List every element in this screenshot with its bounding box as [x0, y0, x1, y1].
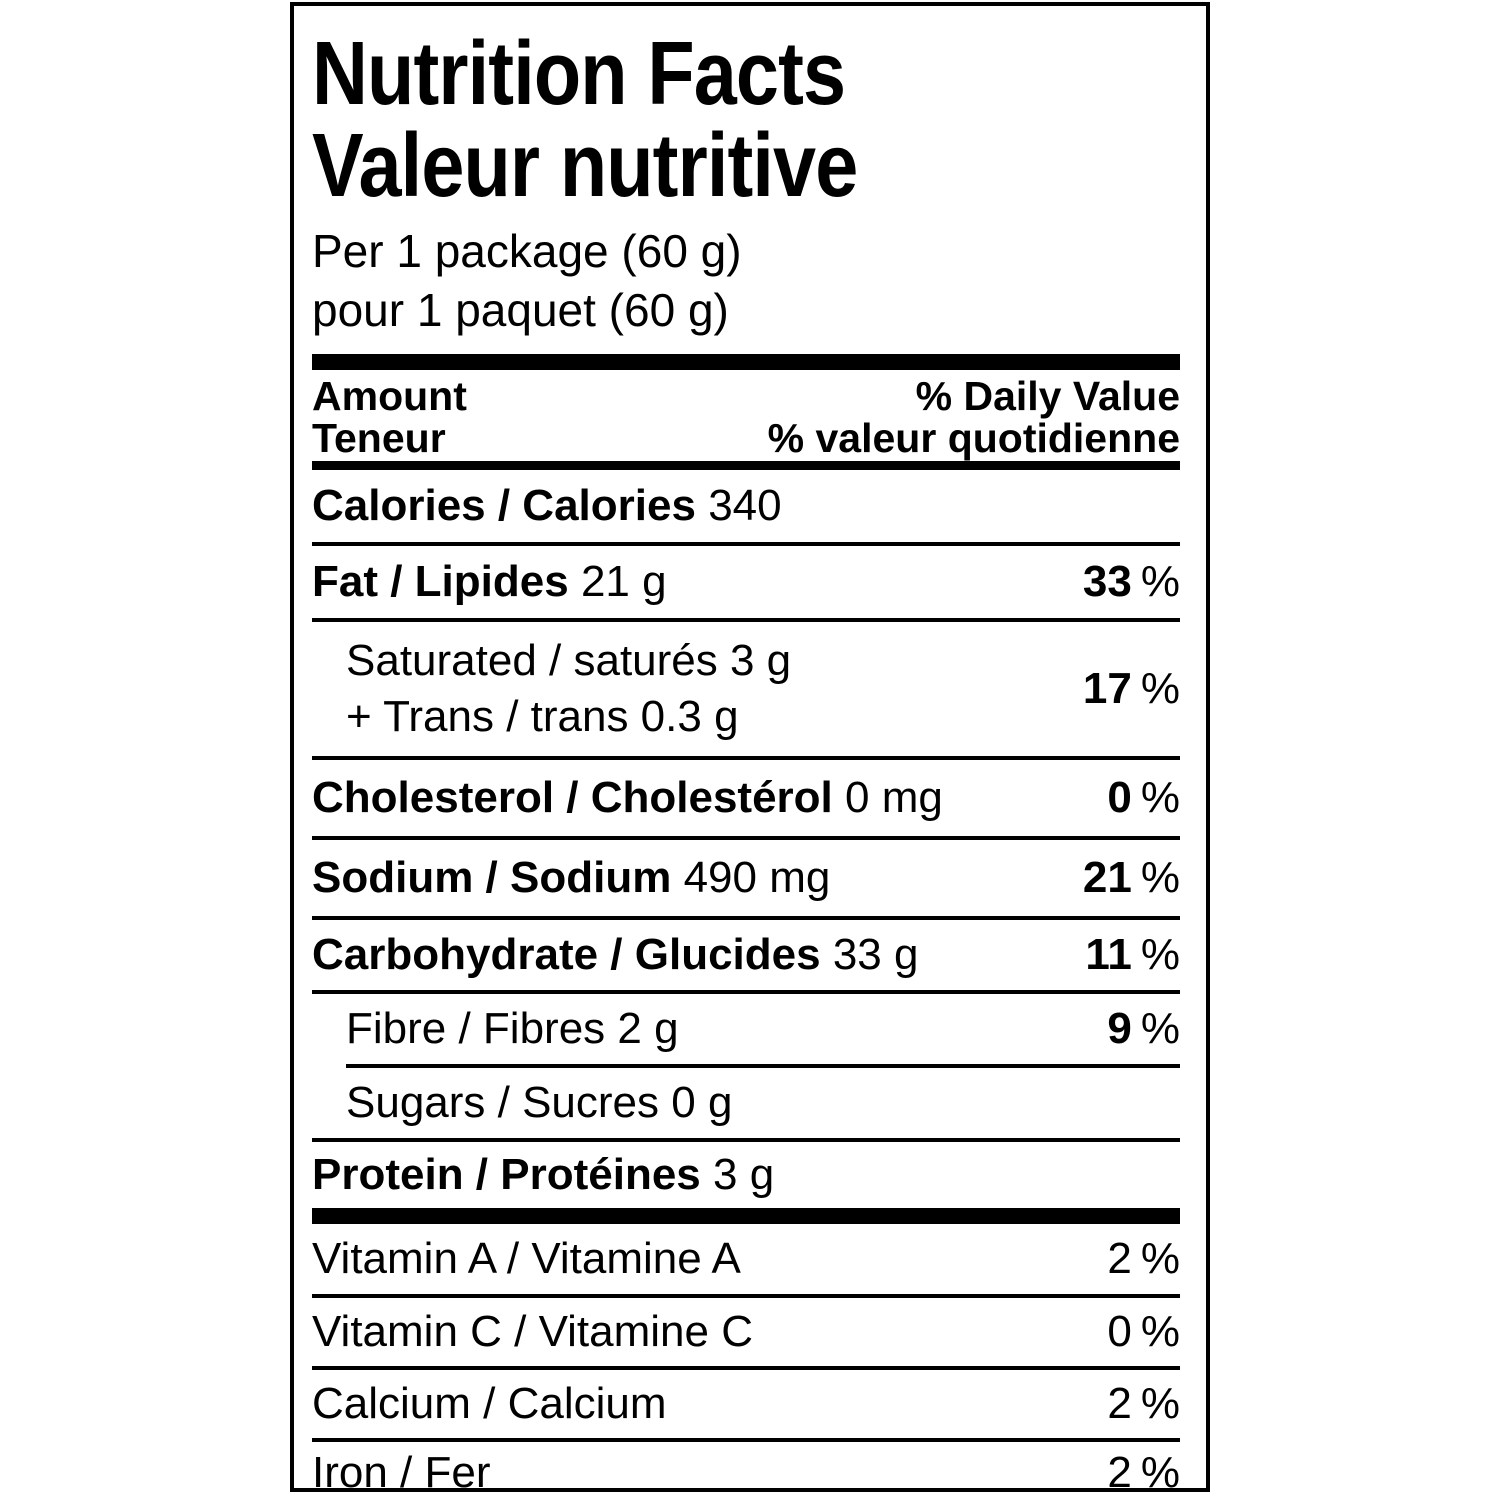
vitamin-a-dv: 2%: [1107, 1233, 1180, 1283]
protein-row: Protein / Protéines 3 g: [312, 1142, 1180, 1208]
sodium-dv: 21%: [1082, 852, 1180, 902]
fat-name: Fat / Lipides: [312, 556, 569, 606]
iron-name: Iron / Fer: [312, 1447, 491, 1497]
amount-header: Amount Teneur: [312, 373, 467, 461]
divider: [312, 1366, 1180, 1370]
vitamin-a-name: Vitamin A / Vitamine A: [312, 1233, 741, 1283]
sodium-name: Sodium / Sodium: [312, 852, 672, 902]
cholesterol-dv: 0%: [1107, 772, 1180, 822]
calcium-name: Calcium / Calcium: [312, 1378, 667, 1428]
vitamin-c-dv: 0%: [1107, 1306, 1180, 1356]
calcium-dv: 2%: [1107, 1378, 1180, 1428]
cholesterol-value: 0 mg: [845, 772, 943, 822]
serving-size: Per 1 package (60 g) pour 1 paquet (60 g…: [312, 222, 1180, 340]
fibre-name: Fibre / Fibres 2 g: [346, 1003, 679, 1053]
fibre-dv: 9%: [1107, 1003, 1180, 1053]
cholesterol-row: Cholesterol / Cholestérol 0 mg 0%: [312, 760, 1180, 836]
fat-row: Fat / Lipides 21 g 33%: [312, 546, 1180, 618]
carbohydrate-dv: 11%: [1085, 929, 1180, 979]
divider: [312, 990, 1180, 994]
iron-dv: 2%: [1107, 1447, 1180, 1497]
divider: [312, 618, 1180, 622]
divider-indented: [346, 1064, 1180, 1068]
calories-name: Calories / Calories: [312, 480, 696, 530]
protein-value: 3 g: [713, 1149, 775, 1199]
thick-divider-top: [312, 354, 1180, 370]
divider: [312, 1138, 1180, 1142]
divider: [312, 916, 1180, 920]
sugars-name: Sugars / Sucres 0 g: [346, 1077, 733, 1127]
divider: [312, 1294, 1180, 1298]
label-title: Nutrition Facts Valeur nutritive: [312, 28, 1180, 212]
daily-value-header: % Daily Value % valeur quotidienne: [767, 373, 1180, 461]
iron-row: Iron / Fer 2%: [312, 1442, 1180, 1500]
sodium-value: 490 mg: [683, 852, 831, 902]
vitamin-c-row: Vitamin C / Vitamine C 0%: [312, 1298, 1180, 1366]
calories-row: Calories / Calories 340: [312, 470, 1180, 542]
calories-value: 340: [708, 480, 782, 530]
fibre-row: Fibre / Fibres 2 g 9%: [312, 994, 1180, 1064]
amount-dv-header: Amount Teneur % Daily Value % valeur quo…: [312, 370, 1180, 461]
divider: [312, 756, 1180, 760]
label-title-fr: Valeur nutritive: [312, 116, 858, 216]
saturated-trans-dv: 17%: [1082, 663, 1180, 713]
saturated-line: Saturated / saturés 3 g: [346, 636, 792, 685]
nutrition-facts-label: Nutrition Facts Valeur nutritive Per 1 p…: [290, 2, 1210, 1496]
vitamin-c-name: Vitamin C / Vitamine C: [312, 1306, 753, 1356]
saturated-trans-row: Saturated / saturés 3 g + Trans / trans …: [312, 622, 1180, 756]
divider: [312, 1438, 1180, 1442]
fat-dv: 33%: [1082, 556, 1180, 606]
carbohydrate-value: 33 g: [832, 929, 919, 979]
divider: [312, 542, 1180, 546]
thick-divider-bottom: [312, 1208, 1180, 1224]
medium-divider-header: [312, 461, 1180, 470]
serving-size-fr: pour 1 paquet (60 g): [312, 284, 729, 336]
trans-line: + Trans / trans 0.3 g: [346, 692, 739, 741]
calcium-row: Calcium / Calcium 2%: [312, 1370, 1180, 1438]
label-title-en: Nutrition Facts: [312, 24, 846, 124]
divider: [312, 836, 1180, 840]
sugars-row: Sugars / Sucres 0 g: [312, 1068, 1180, 1138]
cholesterol-name: Cholesterol / Cholestérol: [312, 772, 833, 822]
sodium-row: Sodium / Sodium 490 mg 21%: [312, 840, 1180, 916]
carbohydrate-row: Carbohydrate / Glucides 33 g 11%: [312, 920, 1180, 990]
vitamin-a-row: Vitamin A / Vitamine A 2%: [312, 1224, 1180, 1294]
serving-size-en: Per 1 package (60 g): [312, 225, 742, 277]
fat-value: 21 g: [580, 556, 667, 606]
carbohydrate-name: Carbohydrate / Glucides: [312, 929, 821, 979]
protein-name: Protein / Protéines: [312, 1149, 701, 1199]
